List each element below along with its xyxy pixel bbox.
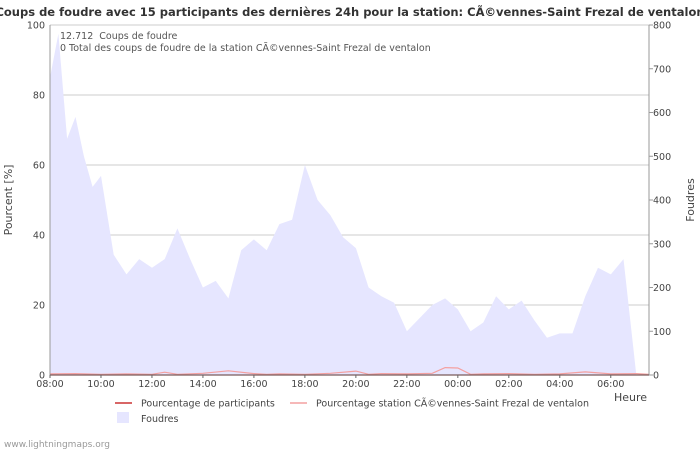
xtick-10: 04:00 [546,379,573,390]
annotation-value-1: 12.712 [60,31,93,42]
legend-label-foudres: Foudres [141,414,179,425]
ytick-right-600: 600 [653,108,671,119]
legend: Pourcentage de participants Pourcentage … [115,399,589,425]
series-station-line [49,366,650,375]
annotation-box: 12.712 Coups de foudre 0 Total des coups d… [60,31,431,54]
series-foudres-area [50,33,649,376]
xtick-0: 08:00 [36,379,63,390]
xtick-7: 22:00 [393,379,420,390]
xtick-2: 12:00 [138,379,165,390]
xtick-8: 00:00 [444,379,471,390]
annotation-label-2: Total des coups de foudre de la station … [68,43,431,54]
annotation-label-1: Coups de foudre [99,31,177,42]
x-axis-label: Heure [614,391,647,404]
ytick-right-500: 500 [653,152,671,163]
ytick-right-0: 0 [653,371,659,382]
ytick-left-100: 100 [27,21,45,32]
xtick-11: 06:00 [597,379,624,390]
ytick-left-0: 0 [39,371,45,382]
foudres-area-group [50,33,649,376]
xtick-4: 16:00 [240,379,267,390]
left-tick-labels: 0 20 40 60 80 100 [27,21,45,382]
ytick-left-40: 40 [33,231,45,242]
grid [50,24,649,306]
ytick-left-20: 20 [33,301,45,312]
right-tick-labels: 0 100 200 300 400 500 600 700 800 [649,21,671,382]
chart-title: Coups de foudre avec 15 participants des… [0,4,700,19]
annotation-value-2: 0 [60,43,66,54]
ytick-right-200: 200 [653,283,671,294]
xtick-1: 10:00 [87,379,114,390]
ytick-right-300: 300 [653,239,671,250]
legend-label-station: Pourcentage station CÃ©vennes-Saint Frez… [316,399,589,410]
ytick-right-400: 400 [653,196,671,207]
y-axis-label-left: Pourcent [%] [2,165,15,236]
x-tick-labels: 08:00 10:00 12:00 14:00 16:00 18:00 20:00 22:00… [36,375,624,390]
y-axis-label-right: Foudres [684,178,697,222]
xtick-9: 02:00 [495,379,522,390]
ytick-right-800: 800 [653,21,671,32]
ytick-right-100: 100 [653,327,671,338]
ytick-right-700: 700 [653,64,671,75]
xtick-3: 14:00 [189,379,216,390]
ytick-left-60: 60 [33,161,45,172]
footer-credit: www.lightningmaps.org [4,440,110,450]
ytick-left-80: 80 [33,91,45,102]
legend-label-participants: Pourcentage de participants [141,399,275,410]
xtick-6: 20:00 [342,379,369,390]
legend-swatch-foudres [117,412,129,423]
xtick-5: 18:00 [291,379,318,390]
